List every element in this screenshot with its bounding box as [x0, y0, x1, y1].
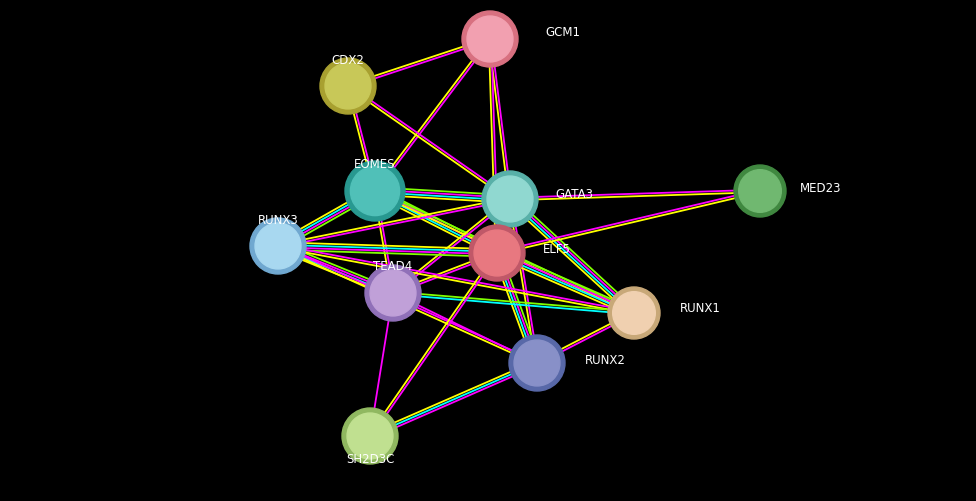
Circle shape — [468, 17, 513, 63]
Text: GCM1: GCM1 — [545, 26, 580, 39]
Text: TEAD4: TEAD4 — [374, 260, 413, 273]
Circle shape — [487, 177, 533, 222]
Circle shape — [734, 166, 786, 217]
Text: GATA3: GATA3 — [555, 187, 593, 200]
Text: CDX2: CDX2 — [332, 54, 364, 66]
Circle shape — [514, 340, 560, 386]
Circle shape — [370, 271, 416, 316]
Circle shape — [350, 167, 399, 216]
Circle shape — [509, 335, 565, 391]
Circle shape — [739, 170, 782, 213]
Circle shape — [482, 172, 538, 227]
Text: RUNX2: RUNX2 — [585, 354, 626, 367]
Text: RUNX3: RUNX3 — [258, 213, 299, 226]
Circle shape — [342, 408, 398, 464]
Circle shape — [608, 288, 660, 339]
Text: ELF5: ELF5 — [543, 243, 571, 256]
Text: EOMES: EOMES — [354, 157, 395, 170]
Circle shape — [469, 225, 525, 282]
Circle shape — [250, 218, 306, 275]
Circle shape — [320, 59, 376, 115]
Text: RUNX1: RUNX1 — [680, 302, 721, 315]
Circle shape — [462, 12, 518, 68]
Text: SH2D3C: SH2D3C — [346, 452, 394, 465]
Circle shape — [347, 413, 393, 459]
Circle shape — [474, 230, 520, 277]
Circle shape — [365, 266, 421, 321]
Circle shape — [325, 64, 371, 110]
Text: MED23: MED23 — [800, 181, 841, 194]
Circle shape — [345, 162, 405, 221]
Circle shape — [613, 292, 655, 335]
Circle shape — [255, 223, 301, 270]
